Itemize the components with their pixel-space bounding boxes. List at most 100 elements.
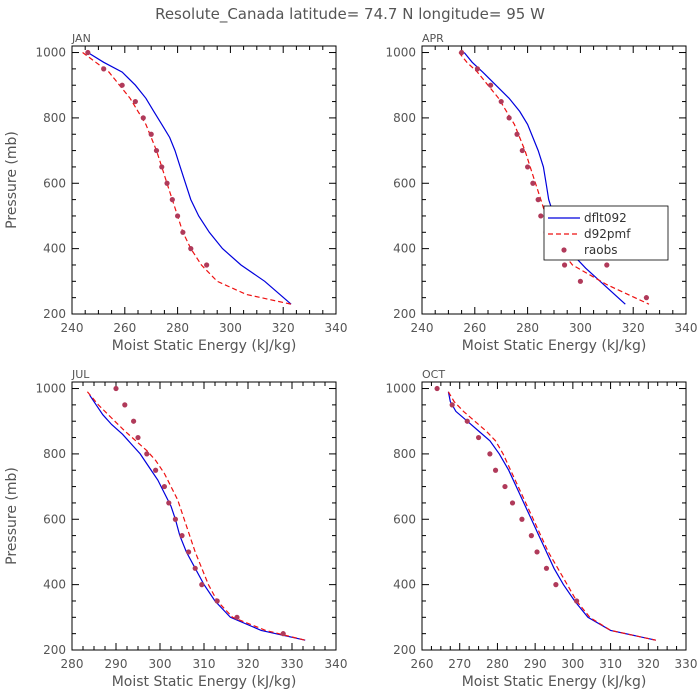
x-tick-label: 320 — [637, 657, 660, 671]
y-tick-label: 200 — [393, 643, 416, 657]
series-line-dflt092 — [89, 394, 306, 641]
y-tick-label: 800 — [43, 111, 66, 125]
y-tick-label: 200 — [43, 307, 66, 321]
raobs-point — [474, 66, 481, 72]
y-tick-label: 400 — [43, 242, 66, 256]
raobs-point — [85, 49, 91, 56]
figure-title: Resolute_Canada latitude= 74.7 N longitu… — [155, 5, 545, 24]
raobs-point — [135, 434, 141, 441]
x-tick-label: 340 — [675, 321, 698, 335]
y-tick-label: 200 — [393, 307, 416, 321]
raobs-point — [553, 582, 559, 588]
raobs-point — [535, 197, 541, 203]
series-line-dflt092 — [463, 52, 626, 305]
y-tick-label: 600 — [43, 176, 66, 190]
y-tick-label: 200 — [43, 643, 66, 657]
raobs-point — [525, 164, 531, 170]
y-tick-label: 1000 — [35, 382, 66, 396]
y-tick-label: 600 — [393, 512, 416, 526]
y-tick-label: 400 — [393, 242, 416, 256]
raobs-point — [574, 598, 580, 604]
raobs-point — [498, 98, 504, 105]
legend-label-dflt092: dflt092 — [584, 211, 627, 225]
raobs-point — [175, 213, 181, 219]
plot-frame — [71, 381, 337, 651]
x-tick-label: 240 — [61, 321, 84, 335]
raobs-point — [199, 582, 205, 588]
panel-title: JAN — [71, 32, 91, 45]
x-tick-label: 280 — [516, 321, 539, 335]
raobs-point — [159, 164, 165, 170]
x-tick-label: 260 — [463, 321, 486, 335]
raobs-point — [214, 598, 220, 604]
raobs-point — [192, 565, 198, 571]
x-tick-label: 280 — [486, 657, 509, 671]
raobs-point — [172, 516, 178, 522]
x-tick-label: 280 — [61, 657, 84, 671]
plot-frame — [421, 381, 687, 651]
raobs-point — [487, 451, 493, 457]
raobs-point — [179, 533, 185, 539]
raobs-point — [492, 467, 499, 473]
raobs-point — [140, 115, 146, 121]
series-line-d92pmf — [86, 391, 306, 641]
raobs-point — [502, 483, 508, 490]
x-tick-label: 280 — [166, 321, 189, 335]
panel-title: OCT — [422, 368, 445, 381]
x-tick-label: 320 — [622, 321, 645, 335]
raobs-point — [132, 98, 138, 105]
raobs-point — [434, 385, 440, 392]
raobs-point — [204, 262, 210, 268]
raobs-point — [530, 180, 536, 186]
legend: dflt092 d92pmf raobs — [543, 205, 669, 261]
raobs-point — [161, 483, 167, 490]
x-tick-label: 310 — [599, 657, 622, 671]
raobs-point — [561, 262, 568, 268]
panel-title: APR — [422, 32, 444, 45]
x-tick-label: 310 — [193, 657, 216, 671]
raobs-point — [166, 500, 172, 506]
y-tick-label: 1000 — [385, 46, 416, 60]
series-line-d92pmf — [458, 52, 650, 305]
raobs-point — [519, 147, 525, 154]
x-tick-label: 330 — [675, 657, 698, 671]
raobs-point — [643, 295, 650, 301]
y-tick-label: 600 — [43, 512, 66, 526]
raobs-point — [113, 385, 119, 392]
raobs-point — [464, 418, 470, 424]
x-tick-label: 300 — [219, 321, 242, 335]
x-tick-label: 260 — [411, 657, 434, 671]
raobs-point — [488, 82, 494, 88]
y-tick-label: 600 — [393, 176, 416, 190]
raobs-point — [148, 131, 154, 137]
y-axis-label: Pressure (mb) — [4, 467, 20, 565]
raobs-point — [169, 197, 175, 203]
raobs-point — [180, 229, 186, 235]
panel-jul: JUL 280 290 300 310 320 330 340 200 400 600 800 1000… — [4, 368, 347, 690]
x-tick-label: 320 — [237, 657, 260, 671]
plot-frame — [421, 45, 687, 315]
x-axis-label: Moist Static Energy (kJ/kg) — [112, 674, 297, 690]
x-tick-label: 340 — [325, 321, 348, 335]
y-tick-label: 1000 — [35, 46, 66, 60]
x-tick-label: 340 — [325, 657, 348, 671]
raobs-point — [153, 467, 159, 473]
raobs-point — [538, 213, 544, 219]
y-tick-label: 800 — [43, 447, 66, 461]
x-tick-label: 260 — [113, 321, 136, 335]
raobs-point — [519, 516, 525, 522]
raobs-point — [577, 278, 584, 284]
raobs-point — [131, 418, 137, 424]
raobs-point — [459, 49, 465, 56]
x-tick-label: 300 — [149, 657, 172, 671]
x-axis-label: Moist Static Energy (kJ/kg) — [462, 674, 647, 690]
x-tick-label: 300 — [569, 321, 592, 335]
y-tick-label: 400 — [393, 578, 416, 592]
panel-jan: JAN 240 260 280 300 320 340 200 400 600 800 1000 Moi… — [4, 32, 347, 354]
raobs-point — [506, 115, 512, 121]
legend-swatch-raobs — [561, 247, 567, 253]
x-tick-label: 320 — [272, 321, 295, 335]
legend-label-raobs: raobs — [584, 243, 618, 257]
series-line-d92pmf — [82, 52, 292, 305]
